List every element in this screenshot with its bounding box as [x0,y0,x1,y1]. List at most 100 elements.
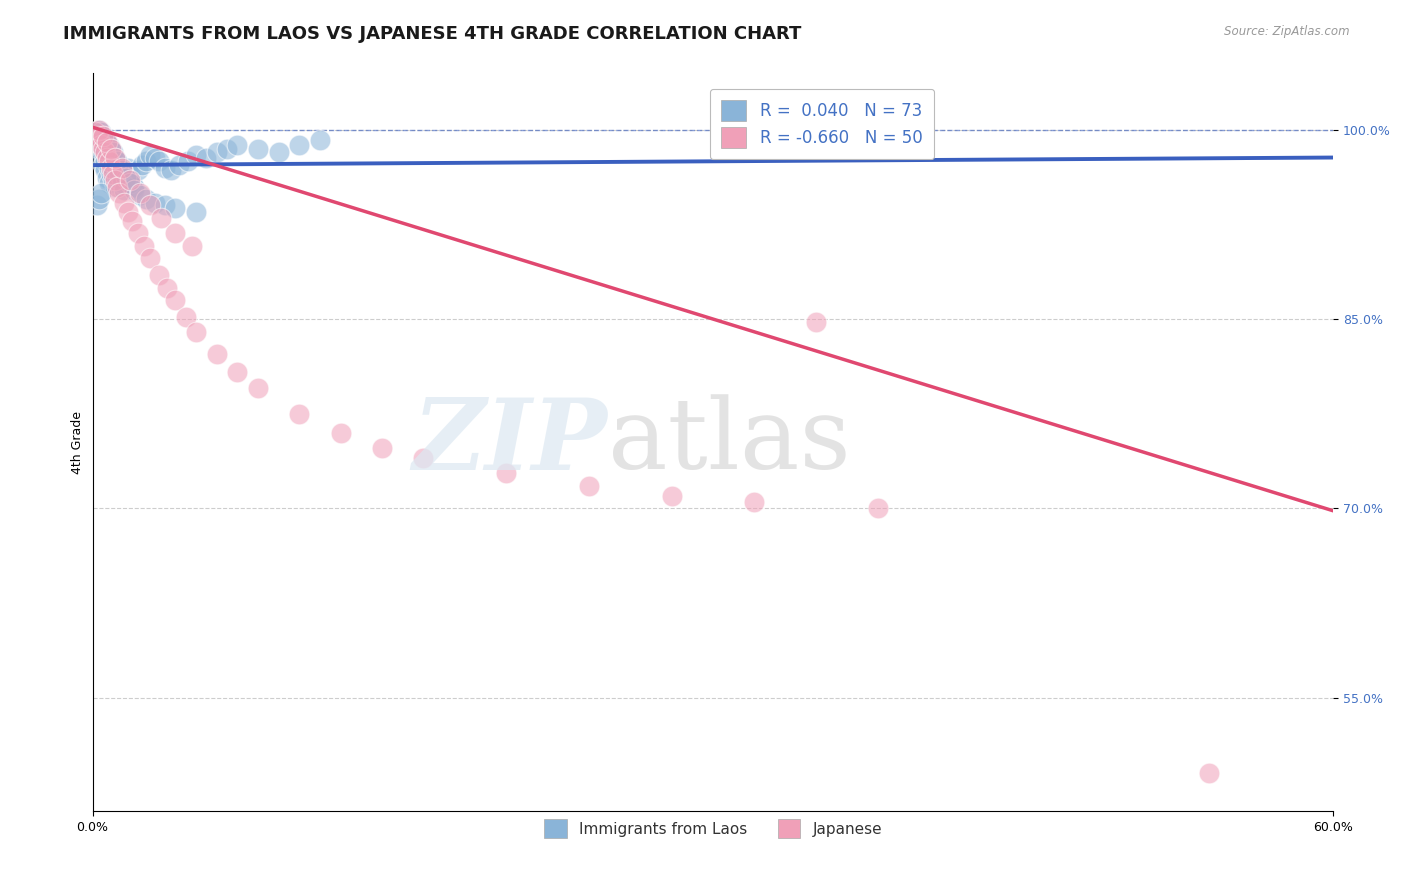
Point [83,125,105,139]
Point [87,122,110,136]
Point [104,151,127,165]
Point [127,226,149,240]
Point [118,167,141,181]
Point [118,176,141,190]
Point [148,154,170,169]
Point [105,154,128,169]
Point [135,154,157,169]
Point [87,192,110,206]
Point [329,425,352,440]
Text: ZIP: ZIP [412,394,607,491]
Point [96,148,118,162]
Point [98,154,121,169]
Point [149,211,172,226]
Point [94,154,117,169]
Point [371,441,394,455]
Point [96,170,118,185]
Point [105,161,128,175]
Point [96,151,118,165]
Y-axis label: 4th Grade: 4th Grade [72,410,84,474]
Point [90,137,112,152]
Point [153,198,176,212]
Point [103,163,125,178]
Point [122,183,145,197]
Point [91,142,114,156]
Point [139,252,162,266]
Point [495,466,517,480]
Point [288,407,311,421]
Point [94,163,117,178]
Point [247,381,270,395]
Point [87,142,110,156]
Text: IMMIGRANTS FROM LAOS VS JAPANESE 4TH GRADE CORRELATION CHART: IMMIGRANTS FROM LAOS VS JAPANESE 4TH GRA… [63,25,801,43]
Point [112,196,135,211]
Point [184,325,207,339]
Point [86,133,108,147]
Point [100,142,122,156]
Point [103,167,125,181]
Point [195,151,218,165]
Point [118,173,141,187]
Point [87,133,110,147]
Point [143,196,166,211]
Point [114,170,136,185]
Point [165,226,187,240]
Point [114,170,136,185]
Text: atlas: atlas [607,394,851,490]
Point [104,151,127,165]
Point [226,365,249,379]
Point [103,145,125,160]
Point [180,239,202,253]
Point [139,198,162,212]
Point [86,198,108,212]
Point [1198,766,1220,780]
Point [105,170,128,185]
Point [288,137,311,152]
Point [169,158,191,172]
Point [205,145,228,160]
Point [127,163,149,178]
Point [104,154,127,169]
Point [184,148,207,162]
Point [184,204,207,219]
Point [578,478,600,492]
Point [135,192,157,206]
Point [98,137,121,152]
Point [90,186,112,200]
Point [744,495,766,509]
Point [143,151,166,165]
Legend: Immigrants from Laos, Japanese: Immigrants from Laos, Japanese [537,814,889,844]
Point [98,161,121,175]
Point [91,129,114,144]
Point [205,347,228,361]
Text: Source: ZipAtlas.com: Source: ZipAtlas.com [1225,25,1350,38]
Point [90,125,112,139]
Point [103,173,125,187]
Point [94,133,117,147]
Point [129,188,152,202]
Point [129,186,152,200]
Point [226,137,249,152]
Point [96,136,118,150]
Point [110,163,132,178]
Point [121,176,143,190]
Point [90,151,112,165]
Point [104,173,127,187]
Point [117,204,139,219]
Point [100,158,122,172]
Point [215,142,238,156]
Point [94,145,117,160]
Point [96,136,118,150]
Point [86,125,108,139]
Point [160,163,183,178]
Point [91,145,114,160]
Point [148,268,170,282]
Point [91,129,114,144]
Point [98,176,121,190]
Point [806,315,828,329]
Point [267,145,290,160]
Point [174,310,197,324]
Point [156,280,179,294]
Point [117,161,139,175]
Point [247,142,270,156]
